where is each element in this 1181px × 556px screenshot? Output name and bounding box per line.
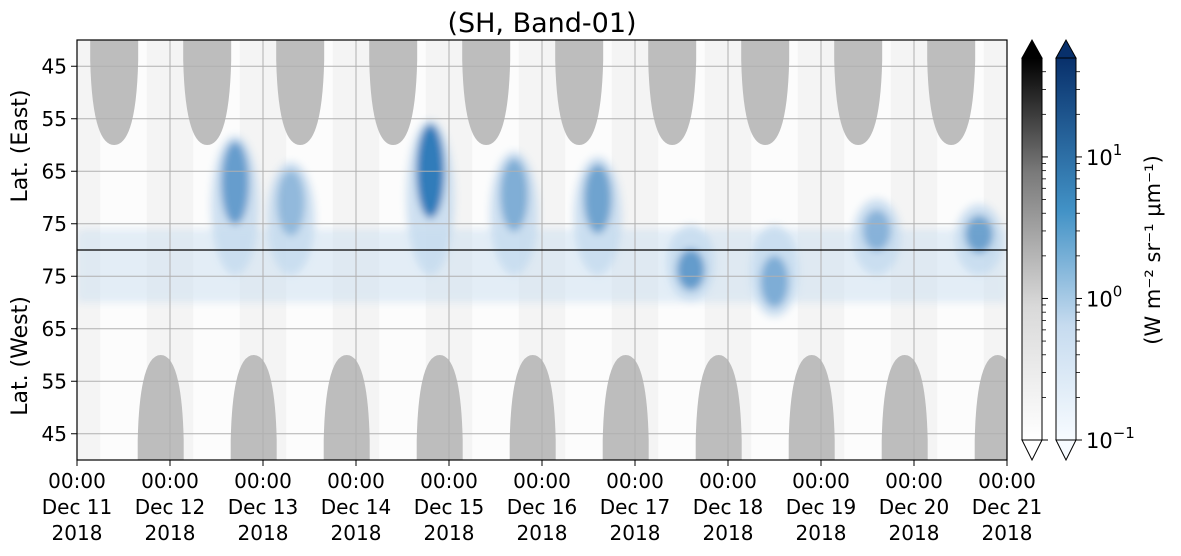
y-tick-label: 55: [42, 369, 67, 393]
x-tick-label: 00:00: [48, 469, 106, 493]
grid-lines: [77, 40, 1007, 460]
x-tick-label: 00:00: [885, 469, 943, 493]
x-tick-label: 2018: [796, 521, 847, 545]
x-tick-label: Dec 13: [228, 495, 299, 519]
y-tick-label: 55: [42, 107, 67, 131]
x-tick-label: 00:00: [699, 469, 757, 493]
x-tick-label: 2018: [610, 521, 661, 545]
colorbar-blue-min-extend: [1055, 439, 1077, 462]
y-axis-ticks: 45 55 65 75 75 65 55 45: [42, 54, 77, 446]
x-tick-label: 2018: [331, 521, 382, 545]
blob-core: [500, 158, 529, 232]
blob-core: [583, 164, 612, 234]
colorbar-tick-label: 10−1: [1086, 424, 1135, 453]
x-tick-label: 2018: [52, 521, 103, 545]
colorbar-tick-label: 101: [1086, 141, 1122, 170]
blob-core: [965, 215, 994, 254]
x-tick-label: Dec 20: [879, 495, 950, 519]
x-tick-label: 00:00: [234, 469, 292, 493]
x-tick-label: Dec 11: [42, 495, 113, 519]
x-tick-label: 2018: [703, 521, 754, 545]
x-tick-label: 2018: [889, 521, 940, 545]
x-tick-label: 00:00: [141, 469, 199, 493]
x-tick-label: 2018: [982, 521, 1033, 545]
y-axis-label-west: Lat. (West): [8, 296, 33, 416]
x-tick-label: 00:00: [606, 469, 664, 493]
colorbar-blue-max-extend: [1055, 38, 1077, 59]
colorbar-grey-min-extend: [1021, 439, 1043, 462]
x-tick-label: Dec 19: [786, 495, 857, 519]
blob-core: [276, 169, 305, 236]
y-axis-label-east: Lat. (East): [8, 90, 33, 203]
x-tick-label: Dec 17: [600, 495, 671, 519]
x-tick-label: Dec 18: [693, 495, 764, 519]
colorbar-ticks: 10−1 100 101: [1042, 71, 1135, 453]
y-tick-label: 75: [42, 212, 67, 236]
y-tick-label: 45: [42, 422, 67, 446]
x-tick-label: 00:00: [513, 469, 571, 493]
colorbar-tick-label: 100: [1086, 282, 1122, 311]
x-tick-label: Dec 16: [507, 495, 578, 519]
blob-core: [760, 255, 789, 308]
y-tick-label: 65: [42, 159, 67, 183]
x-tick-label: Dec 14: [321, 495, 392, 519]
colorbar-blue: [1055, 38, 1077, 462]
colorbar-label: (W m⁻² sr⁻¹ μm⁻¹): [1141, 155, 1165, 345]
x-tick-label: 00:00: [792, 469, 850, 493]
x-tick-label: Dec 15: [414, 495, 485, 519]
x-tick-label: 2018: [517, 521, 568, 545]
x-tick-label: 2018: [424, 521, 475, 545]
x-tick-label: Dec 21: [972, 495, 1043, 519]
x-tick-label: 00:00: [978, 469, 1036, 493]
blob-core: [221, 141, 250, 225]
colorbar-grey-bar: [1021, 57, 1043, 441]
y-tick-label: 65: [42, 317, 67, 341]
x-tick-label: 2018: [145, 521, 196, 545]
blob-core: [862, 209, 891, 252]
y-tick-label: 75: [42, 264, 67, 288]
colorbar-grey-max-extend: [1021, 38, 1043, 59]
y-tick-label: 45: [42, 54, 67, 78]
x-tick-label: Dec 12: [135, 495, 206, 519]
blob-core: [676, 248, 705, 291]
x-tick-label: 00:00: [327, 469, 385, 493]
x-tick-label: 00:00: [420, 469, 478, 493]
x-tick-label: 2018: [238, 521, 289, 545]
colorbar-blue-bar: [1055, 57, 1077, 441]
colorbar-grey: [1021, 38, 1043, 462]
chart-title: (SH, Band-01): [447, 8, 636, 39]
